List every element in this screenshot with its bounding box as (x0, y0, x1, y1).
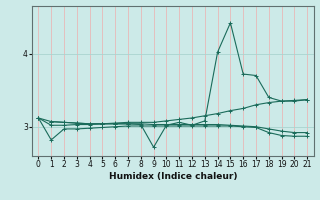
X-axis label: Humidex (Indice chaleur): Humidex (Indice chaleur) (108, 172, 237, 181)
